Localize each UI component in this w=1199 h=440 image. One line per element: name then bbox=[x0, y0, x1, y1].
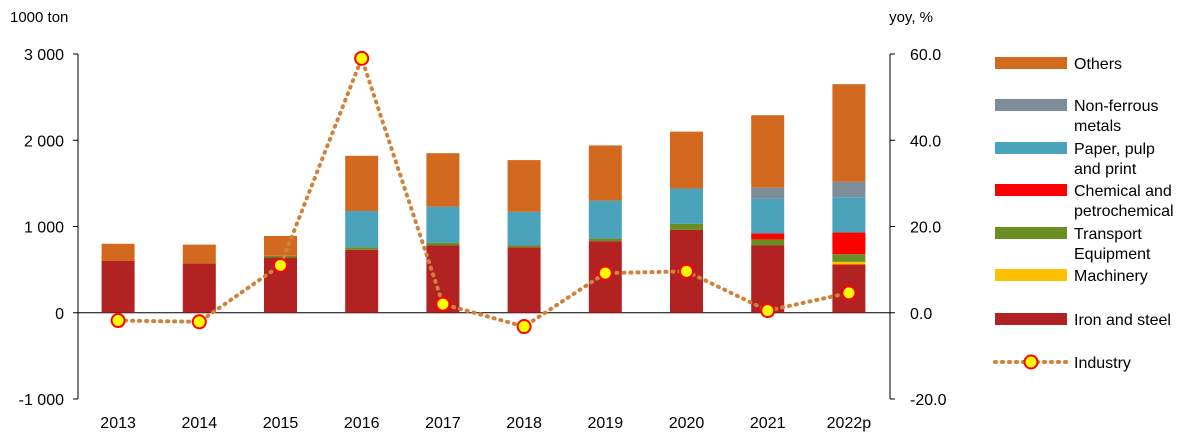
right-axis-title: yoy, % bbox=[889, 9, 933, 26]
bar-iron-and-steel-2021 bbox=[751, 245, 785, 313]
bar-transport-equipment-2015 bbox=[264, 255, 297, 258]
bar-paper-pulp-and-print-2022p bbox=[832, 197, 866, 233]
x-tick-label: 2014 bbox=[182, 415, 218, 432]
industry-line bbox=[110, 50, 857, 335]
legend-swatch bbox=[995, 227, 1067, 239]
x-tick-label: 2018 bbox=[506, 415, 542, 432]
legend-swatch bbox=[995, 313, 1067, 325]
legend-label: Transport Equipment bbox=[1074, 226, 1151, 263]
right-tick-label: 0.0 bbox=[910, 306, 932, 323]
right-tick-label: 40.0 bbox=[910, 133, 941, 150]
bar-others-2015 bbox=[264, 235, 297, 256]
industry-line-path bbox=[116, 52, 851, 329]
bar-paper-pulp-and-print-2019 bbox=[588, 200, 622, 239]
x-tick-label: 2015 bbox=[263, 415, 299, 432]
left-tick-label: -1 000 bbox=[19, 392, 64, 409]
left-tick-label: 3 000 bbox=[24, 47, 64, 64]
bar-paper-pulp-and-print-2017 bbox=[426, 206, 460, 243]
legend-swatch bbox=[995, 99, 1067, 111]
left-tick-label: 2 000 bbox=[24, 133, 64, 150]
right-tick-label: 60.0 bbox=[910, 47, 941, 64]
bar-iron-and-steel-2013 bbox=[101, 261, 135, 313]
bar-others-2020 bbox=[670, 131, 703, 189]
bar-transport-equipment-2017 bbox=[426, 242, 460, 246]
x-tick-label: 2019 bbox=[588, 415, 624, 432]
x-tick-label: 2013 bbox=[100, 415, 136, 432]
industry-point-2022p bbox=[841, 285, 857, 301]
legend-swatch bbox=[995, 142, 1067, 154]
bar-transport-equipment-2022p bbox=[832, 254, 866, 262]
bar-iron-and-steel-2014 bbox=[182, 263, 216, 313]
bar-chemical-and-petrochemical-2022p bbox=[832, 232, 866, 255]
bar-others-2014 bbox=[182, 244, 216, 264]
legend-label: Chemical and petrochemical bbox=[1074, 183, 1174, 220]
legend-label: Iron and steel bbox=[1074, 312, 1171, 329]
bar-iron-and-steel-2016 bbox=[345, 249, 379, 313]
legend-label: Others bbox=[1074, 56, 1122, 73]
bars bbox=[101, 84, 866, 313]
legend-label: Non-ferrous metals bbox=[1074, 98, 1158, 135]
industry-point-2016 bbox=[354, 50, 370, 66]
legend-marker bbox=[1023, 354, 1039, 370]
bar-iron-and-steel-2018 bbox=[507, 247, 541, 313]
axes: 3 000 2 000 1 000 0 -1 000 60.0 40.0 20.0 0.0 -20… bbox=[19, 47, 947, 432]
industry-point-2015 bbox=[273, 257, 288, 273]
industry-point-2021 bbox=[760, 303, 776, 319]
bar-paper-pulp-and-print-2018 bbox=[507, 211, 541, 246]
x-tick-label: 2020 bbox=[669, 415, 705, 432]
legend-swatch bbox=[995, 184, 1067, 196]
legend-label: Industry bbox=[1074, 355, 1131, 372]
bar-paper-pulp-and-print-2021 bbox=[751, 198, 785, 234]
bar-transport-equipment-2016 bbox=[345, 247, 379, 250]
left-tick-label: 1 000 bbox=[24, 220, 64, 237]
bar-non-ferrous-metals-2022p bbox=[832, 181, 866, 198]
industry-point-2014 bbox=[191, 314, 207, 330]
x-tick-label: 2016 bbox=[344, 415, 380, 432]
bar-paper-pulp-and-print-2016 bbox=[345, 210, 379, 248]
x-tick-label: 2021 bbox=[750, 415, 786, 432]
bar-others-2016 bbox=[345, 155, 379, 211]
bar-others-2017 bbox=[426, 153, 460, 207]
industry-point-2013 bbox=[110, 313, 126, 329]
bar-others-2013 bbox=[101, 243, 135, 261]
bar-transport-equipment-2018 bbox=[507, 245, 541, 248]
legend-label: Paper, pulp and print bbox=[1074, 141, 1155, 178]
industry-point-2019 bbox=[597, 265, 613, 281]
legend-label: Machinery bbox=[1074, 268, 1148, 285]
bar-others-2019 bbox=[588, 145, 622, 201]
bar-transport-equipment-2019 bbox=[588, 238, 622, 242]
legend: Others Non-ferrous metals Paper, pulp and pr… bbox=[993, 56, 1174, 372]
x-tick-label: 2022p bbox=[827, 415, 872, 432]
bar-others-2021 bbox=[751, 115, 785, 188]
right-tick-label: 20.0 bbox=[910, 220, 941, 237]
bar-non-ferrous-metals-2021 bbox=[751, 187, 785, 199]
bar-machinery-2022p bbox=[832, 261, 866, 265]
bar-paper-pulp-and-print-2020 bbox=[670, 188, 703, 224]
bar-transport-equipment-2020 bbox=[670, 223, 703, 230]
bar-others-2018 bbox=[507, 160, 541, 212]
left-tick-label: 0 bbox=[55, 306, 64, 323]
left-axis-title: 1000 ton bbox=[10, 9, 68, 26]
legend-swatch bbox=[995, 57, 1067, 69]
bar-others-2022p bbox=[832, 84, 866, 182]
industry-point-2018 bbox=[516, 319, 532, 335]
bar-chemical-and-petrochemical-2021 bbox=[751, 233, 785, 240]
legend-swatch bbox=[995, 269, 1067, 281]
x-tick-label: 2017 bbox=[425, 415, 461, 432]
industry-point-2017 bbox=[435, 296, 451, 312]
bar-transport-equipment-2021 bbox=[751, 239, 785, 246]
industry-point-2020 bbox=[679, 263, 694, 279]
right-tick-label: -20.0 bbox=[910, 392, 947, 409]
